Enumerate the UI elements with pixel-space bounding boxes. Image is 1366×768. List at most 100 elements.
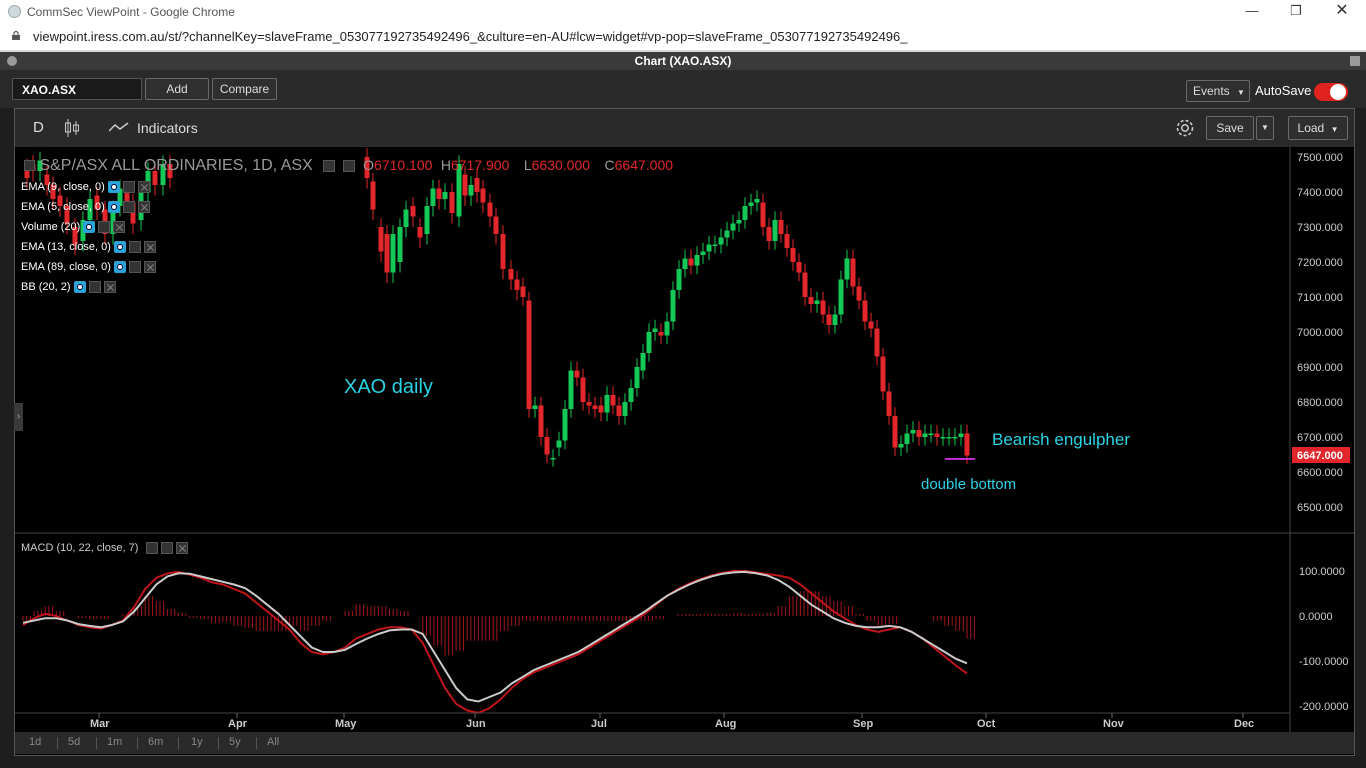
candle-body	[94, 195, 100, 210]
chart-toolbar: D Indicators Save ▼ Load ▼	[15, 109, 1354, 147]
interval-selector[interactable]: D	[33, 119, 44, 136]
candle-body	[694, 255, 700, 266]
app-icon	[8, 5, 21, 18]
remove-icon[interactable]	[176, 542, 189, 555]
indicators-button[interactable]: Indicators	[137, 120, 198, 136]
range-6m[interactable]: 6m	[148, 736, 164, 748]
remove-icon[interactable]	[137, 181, 150, 194]
candle-body	[736, 220, 742, 224]
gear-icon[interactable]	[88, 281, 101, 294]
symbol-input[interactable]: XAO.ASX	[12, 78, 142, 100]
divider	[57, 737, 58, 749]
eye-icon[interactable]	[107, 181, 120, 194]
candle-body	[410, 206, 416, 217]
range-all[interactable]: All	[267, 736, 280, 748]
indicator-ema-9[interactable]: EMA (9, close, 0)	[21, 181, 150, 194]
candle-body	[796, 262, 802, 273]
settings-icon[interactable]	[323, 159, 336, 172]
candle-body	[487, 202, 493, 217]
range-5d[interactable]: 5d	[68, 736, 81, 748]
indicator-ema-13[interactable]: EMA (13, close, 0)	[21, 241, 156, 254]
save-button[interactable]: Save	[1206, 116, 1254, 140]
candle-body	[676, 269, 682, 290]
collapse-icon[interactable]	[24, 160, 35, 172]
high-value: 6717.900	[450, 157, 510, 173]
indicators-icon[interactable]	[109, 122, 129, 132]
eye-icon[interactable]	[113, 261, 126, 274]
macd-legend[interactable]: MACD (10, 22, close, 7)	[21, 542, 189, 555]
eye-icon[interactable]	[113, 241, 126, 254]
price-tick-label: 6600.000	[1297, 467, 1343, 479]
panel-menu-icon[interactable]	[7, 56, 17, 66]
candle-body	[24, 167, 30, 178]
divider	[178, 737, 179, 749]
gear-icon[interactable]	[128, 261, 141, 274]
candle-body	[952, 437, 958, 439]
last-price-badge	[1292, 447, 1350, 463]
load-dropdown[interactable]: Load ▼	[1288, 116, 1348, 140]
range-1m[interactable]: 1m	[107, 736, 123, 748]
gear-icon[interactable]	[1175, 118, 1195, 138]
candle-body	[706, 244, 712, 252]
eye-icon[interactable]	[73, 281, 86, 294]
eye-icon[interactable]	[83, 221, 96, 234]
add-button[interactable]: Add	[145, 78, 209, 100]
events-label: Events	[1193, 84, 1230, 98]
indicator-ema-89[interactable]: EMA (89, close, 0)	[21, 261, 156, 274]
eye-icon[interactable]	[146, 542, 159, 555]
panel-maximize-icon[interactable]	[1350, 56, 1360, 66]
minimize-icon[interactable]: —	[1245, 3, 1259, 18]
remove-icon[interactable]	[143, 261, 156, 274]
time-tick-label: Nov	[1103, 718, 1125, 730]
side-panel-handle[interactable]: ›	[14, 403, 23, 431]
price-chart[interactable]: 7500.000 7400.000 7300.000 7200.000 7100.000…	[15, 147, 1354, 732]
gear-icon[interactable]	[98, 221, 111, 234]
price-tick-label: 7400.000	[1297, 187, 1343, 199]
candle-body	[850, 258, 856, 287]
close-icon[interactable]: ✕	[1335, 2, 1349, 19]
candle-body	[544, 437, 550, 455]
candle-body	[449, 192, 455, 213]
candle-body	[910, 430, 916, 434]
restore-icon[interactable]: ❐	[1290, 3, 1302, 18]
gear-icon[interactable]	[128, 241, 141, 254]
time-tick-label: Oct	[977, 718, 996, 730]
eye-icon[interactable]	[107, 201, 120, 214]
remove-icon[interactable]	[137, 201, 150, 214]
indicator-label: EMA (9, close, 0)	[21, 181, 105, 193]
chart-container[interactable]	[14, 108, 1355, 756]
candlestick-type-icon[interactable]	[65, 119, 79, 137]
gear-icon[interactable]	[342, 159, 355, 172]
candle-body	[754, 199, 760, 203]
gear-icon[interactable]	[161, 542, 174, 555]
candle-body	[718, 237, 724, 245]
panel-header: Chart (XAO.ASX)	[0, 52, 1366, 70]
indicator-label: EMA (89, close, 0)	[21, 261, 111, 273]
url-text[interactable]: viewpoint.iress.com.au/st/?channelKey=sl…	[33, 29, 908, 44]
range-5y[interactable]: 5y	[229, 736, 241, 748]
remove-icon[interactable]	[103, 281, 116, 294]
indicator-ema-5[interactable]: EMA (5, close, 0)	[21, 201, 150, 214]
gear-icon[interactable]	[122, 181, 135, 194]
autosave-toggle[interactable]	[1314, 83, 1348, 101]
candle-body	[462, 174, 468, 196]
remove-icon[interactable]	[113, 221, 126, 234]
candle-body	[766, 227, 772, 241]
address-bar[interactable]: viewpoint.iress.com.au/st/?channelKey=sl…	[0, 24, 1366, 51]
range-1y[interactable]: 1y	[191, 736, 203, 748]
candle-body	[874, 328, 880, 357]
candle-body	[784, 234, 790, 248]
compare-button[interactable]: Compare	[212, 78, 277, 100]
candle-body	[868, 321, 874, 329]
candle-body	[892, 416, 898, 448]
events-dropdown[interactable]: Events ▼	[1186, 80, 1250, 102]
range-1d[interactable]: 1d	[29, 736, 42, 748]
time-tick-label: Dec	[1234, 718, 1254, 730]
divider	[96, 737, 97, 749]
save-menu-chevron-icon[interactable]: ▼	[1256, 116, 1274, 140]
indicator-volume[interactable]: Volume (20)	[21, 221, 126, 234]
gear-icon[interactable]	[122, 201, 135, 214]
load-label: Load	[1297, 121, 1325, 135]
remove-icon[interactable]	[143, 241, 156, 254]
indicator-bb[interactable]: BB (20, 2)	[21, 281, 116, 294]
